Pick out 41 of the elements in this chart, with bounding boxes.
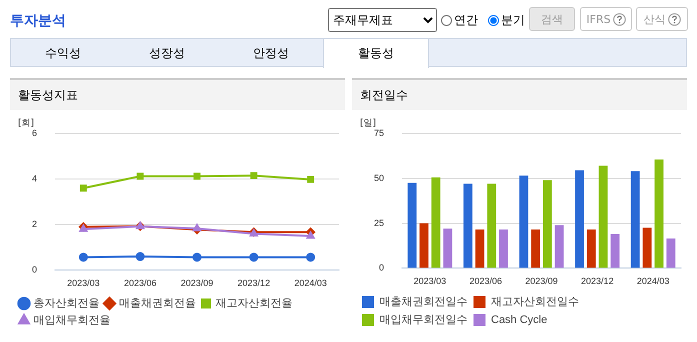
- y-tick-label: 2: [32, 219, 38, 230]
- text: IFRS: [586, 12, 611, 26]
- x-tick-label: 2024/03: [294, 278, 327, 288]
- x-tick-label: 2023/09: [180, 278, 214, 288]
- y-tick-label: 50: [374, 172, 384, 183]
- text: 활동성: [323, 38, 429, 68]
- text: 검색: [529, 7, 575, 31]
- x-tick-label: 2023/06: [124, 278, 156, 288]
- x-tick-label: 2023/06: [469, 276, 502, 286]
- text: 안정성: [252, 45, 290, 62]
- text: 주재무제표: [328, 8, 437, 32]
- text: 성장성: [148, 45, 186, 62]
- legend-label: 매입채무회전율: [34, 314, 110, 327]
- y-tick-label: 0: [378, 262, 384, 273]
- y-axis-title: [회]: [18, 118, 34, 129]
- legend-label: 재고자산회전일수: [491, 296, 579, 308]
- legend-label: 총자산회전율: [34, 298, 100, 310]
- x-tick-label: 2024/03: [636, 276, 670, 286]
- y-tick-label: 6: [32, 128, 38, 138]
- y-tick-label: 75: [374, 128, 384, 138]
- legend-label: 매입채무회전일수: [380, 314, 468, 326]
- legend-label: Cash Cycle: [491, 314, 548, 326]
- legend-label: 매출채권회전일수: [380, 296, 468, 308]
- x-tick-label: 2023/03: [67, 278, 100, 288]
- y-axis-title: [일]: [360, 118, 376, 129]
- x-tick-label: 2023/12: [238, 278, 270, 288]
- chart-title: 회전일수: [352, 80, 687, 110]
- text: 연간: [454, 12, 478, 29]
- text: 수익성: [44, 45, 82, 62]
- x-tick-label: 2023/12: [581, 276, 614, 286]
- legend-label: 매출채권회전율: [119, 298, 196, 310]
- text: 분기: [501, 12, 525, 29]
- y-tick-label: 0: [32, 264, 38, 275]
- text: 산식: [644, 12, 666, 26]
- legend-label: 재고자산회전율: [216, 298, 292, 310]
- text: 투자분석: [10, 12, 66, 30]
- y-tick-label: 4: [32, 173, 38, 184]
- y-tick-label: 25: [374, 218, 384, 228]
- x-tick-label: 2023/09: [525, 276, 558, 286]
- x-tick-label: 2023/03: [414, 276, 446, 286]
- chart-title: 활동성지표: [10, 80, 345, 110]
